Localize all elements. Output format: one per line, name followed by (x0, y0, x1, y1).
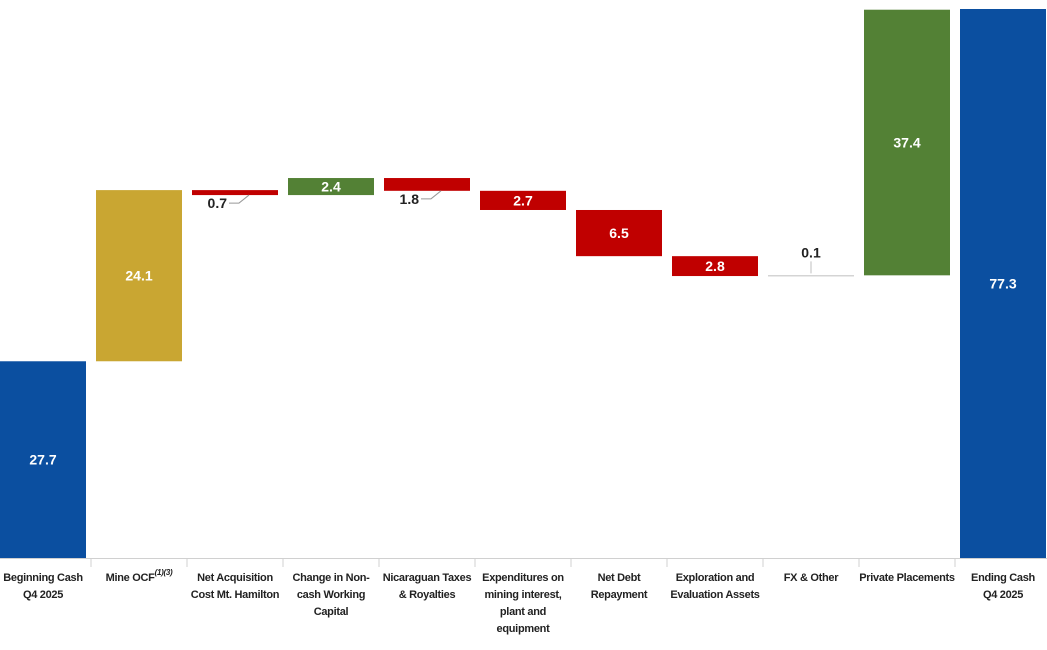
label-line: plant and (500, 606, 546, 618)
label-line: Exploration and (676, 572, 755, 584)
x-tick-label: Net Acquisition Cost Mt. Hamilton (191, 572, 280, 601)
leader-line (421, 190, 442, 200)
label-line: Q4 2025 (983, 589, 1023, 601)
label-line: Net Debt (598, 572, 641, 584)
label-line: Expenditures on (482, 572, 564, 584)
x-tick-label: Net Debt Repayment (591, 572, 648, 601)
bar (672, 256, 758, 277)
label-line: Capital (314, 606, 349, 618)
label-line: Mine OCF (106, 572, 156, 584)
bar (960, 9, 1046, 558)
x-tick-label: Exploration and Evaluation Assets (670, 572, 759, 601)
data-label: 2.4 (321, 179, 341, 195)
bar (288, 178, 374, 196)
label-line: Nicaraguan Taxes (383, 572, 472, 584)
bar (864, 9, 950, 276)
data-label: 24.1 (125, 268, 152, 284)
label-line: Ending Cash (971, 572, 1036, 584)
label-line: FX & Other (784, 572, 839, 584)
bar (96, 190, 182, 362)
superscript: (1)(3) (155, 568, 173, 577)
bar (0, 361, 86, 558)
data-label: 27.7 (29, 452, 56, 468)
label-line: Private Placements (859, 572, 955, 584)
label-line: Evaluation Assets (670, 589, 759, 601)
label-line: cash Working (297, 589, 365, 601)
x-tick-label: Change in Non-cash Working Capital (292, 572, 370, 618)
label-line: Cost Mt. Hamilton (191, 589, 280, 601)
leader-line (229, 194, 250, 204)
bar (576, 209, 662, 257)
x-tick-label: Private Placements (859, 572, 955, 584)
label-line: Q4 2025 (23, 589, 63, 601)
label-line: Change in Non- (292, 572, 370, 584)
data-label: 2.8 (705, 258, 725, 274)
data-label: 1.8 (400, 191, 420, 207)
label-line: equipment (497, 623, 551, 635)
data-label: 77.3 (989, 276, 1016, 292)
x-tick-label: Expenditures on mining interest, plant and… (482, 572, 564, 635)
x-tick-label: Mine OCF(1)(3) (106, 568, 173, 584)
label-line: Net Acquisition (197, 572, 273, 584)
x-tick-label: Ending Cash Q4 2025 (971, 572, 1036, 601)
data-label: 0.1 (801, 244, 821, 260)
bar (768, 275, 854, 277)
data-label: 37.4 (893, 135, 920, 151)
x-tick-label: FX & Other (784, 572, 839, 584)
label-line: & Royalties (399, 589, 456, 601)
data-label: 0.7 (208, 195, 228, 211)
x-tick-label: Beginning Cash Q4 2025 (3, 572, 83, 601)
bar (480, 190, 566, 210)
label-line: mining interest, (484, 589, 561, 601)
label-line: Beginning Cash (3, 572, 83, 584)
data-label: 2.7 (513, 192, 533, 208)
bar (192, 190, 278, 196)
label-line: Repayment (591, 589, 648, 601)
bar (384, 178, 470, 191)
x-tick-label: Nicaraguan Taxes & Royalties (383, 572, 472, 601)
data-label: 6.5 (609, 225, 629, 241)
